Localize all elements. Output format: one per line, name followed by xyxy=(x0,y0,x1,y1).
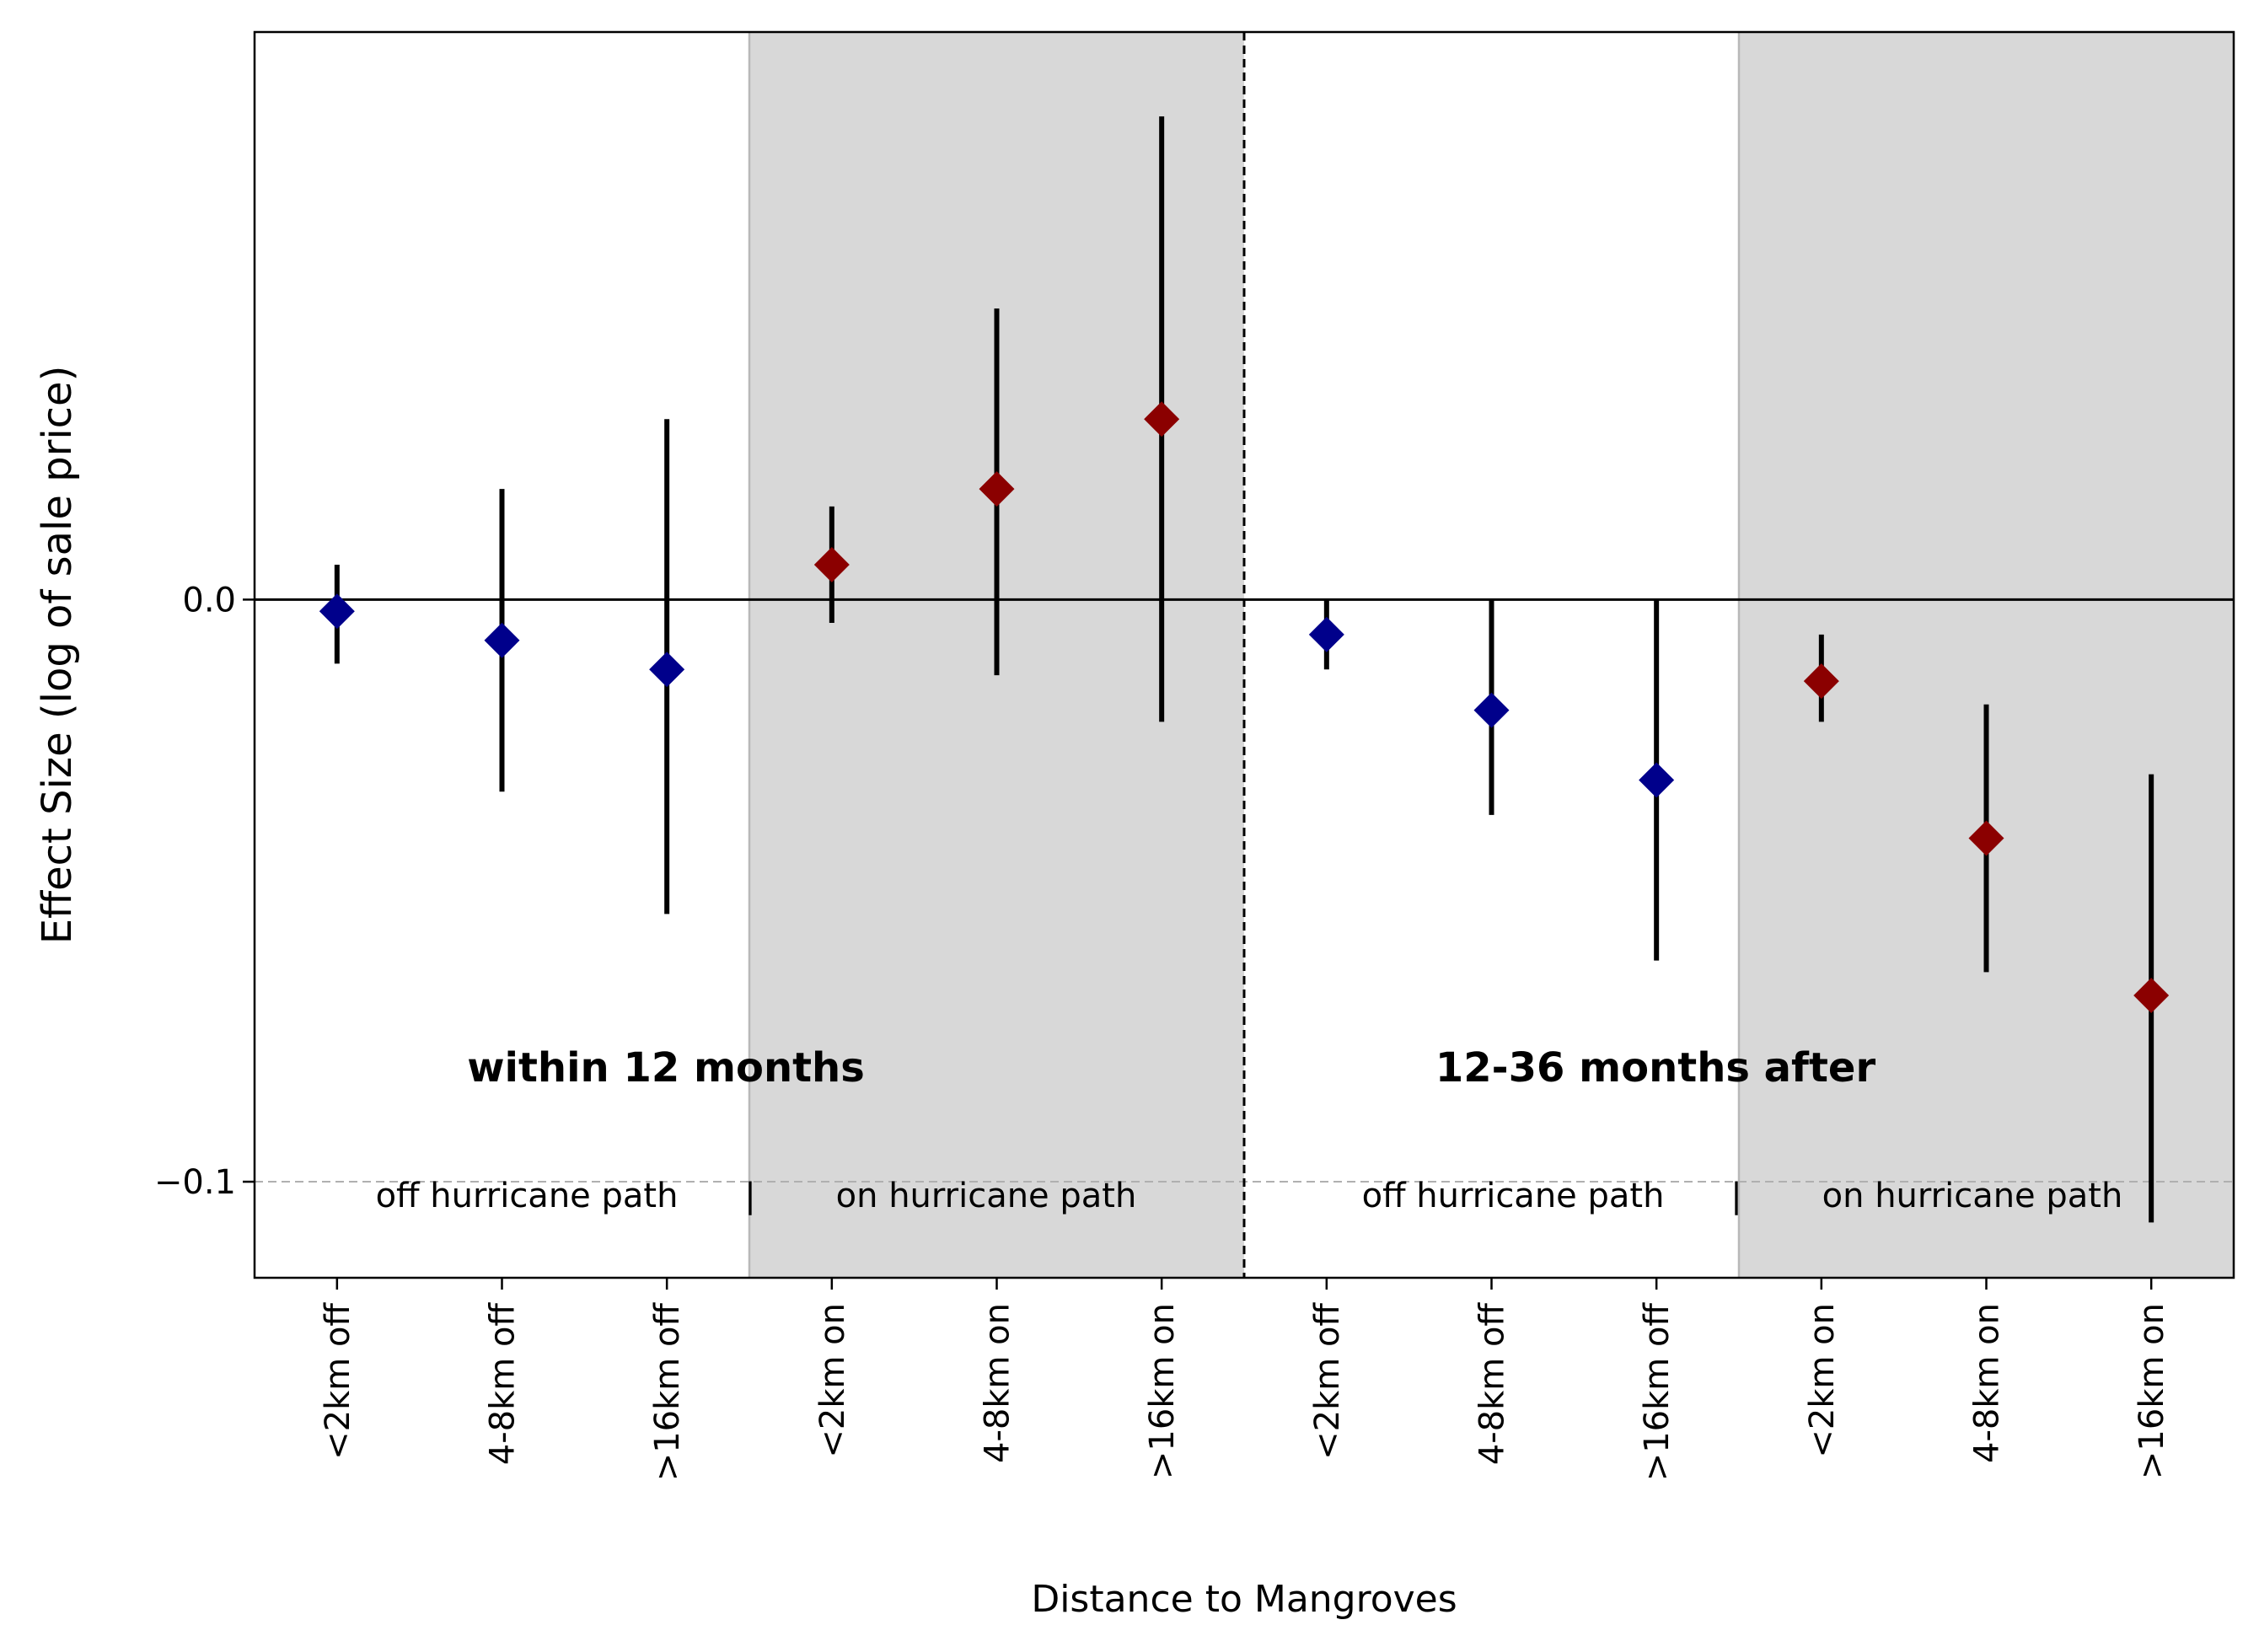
right-on-path-label: on hurricane path xyxy=(1822,1177,2123,1215)
point-marker-1 xyxy=(484,622,520,658)
point-marker-9 xyxy=(1803,663,1839,700)
y-axis-ticks: 0.0 −0.1 xyxy=(154,581,255,1202)
x-axis-ticks: <2km off 4-8km off >16km off <2km on 4-8km o… xyxy=(319,1278,2171,1481)
y-tick-label-1: −0.1 xyxy=(154,1163,236,1202)
x-tick-label-10: 4-8km on xyxy=(1968,1303,2007,1463)
left-on-path-label: on hurricane path xyxy=(836,1177,1137,1215)
point-marker-10 xyxy=(1968,820,2004,856)
x-tick-label-5: >16km on xyxy=(1143,1303,1182,1479)
point-marker-2 xyxy=(649,652,685,688)
left-path-separator: | xyxy=(744,1177,755,1215)
point-marker-0 xyxy=(319,593,355,630)
point-marker-3 xyxy=(813,546,850,582)
x-tick-label-2: >16km off xyxy=(648,1302,687,1482)
panel-right-title: 12-36 months after xyxy=(1435,1044,1876,1092)
x-tick-label-9: <2km on xyxy=(1803,1303,1842,1458)
point-marker-7 xyxy=(1473,692,1510,728)
x-tick-label-7: 4-8km off xyxy=(1473,1302,1512,1466)
point-marker-5 xyxy=(1144,401,1180,437)
x-tick-label-4: 4-8km on xyxy=(979,1303,1017,1463)
y-axis-title: Effect Size (log of sale price) xyxy=(34,366,81,945)
x-tick-label-11: >16km on xyxy=(2133,1303,2171,1479)
x-tick-label-1: 4-8km off xyxy=(484,1302,523,1466)
x-tick-label-8: >16km off xyxy=(1638,1302,1677,1482)
left-off-path-label: off hurricane path xyxy=(376,1177,679,1215)
y-tick-label-0: 0.0 xyxy=(182,581,236,620)
panel-left-title: within 12 months xyxy=(467,1044,865,1092)
point-marker-11 xyxy=(2133,978,2170,1014)
x-tick-label-6: <2km off xyxy=(1308,1302,1347,1460)
point-marker-6 xyxy=(1308,616,1344,652)
x-tick-label-0: <2km off xyxy=(319,1302,357,1460)
plot-frame xyxy=(253,30,2235,1279)
x-axis-title: Distance to Mangroves xyxy=(1031,1578,1457,1621)
point-marker-4 xyxy=(979,471,1015,507)
point-marker-8 xyxy=(1639,762,1675,798)
markers xyxy=(319,401,2170,1014)
right-off-path-label: off hurricane path xyxy=(1362,1177,1665,1215)
right-path-separator: | xyxy=(1730,1177,1741,1215)
x-tick-label-3: <2km on xyxy=(813,1303,852,1458)
